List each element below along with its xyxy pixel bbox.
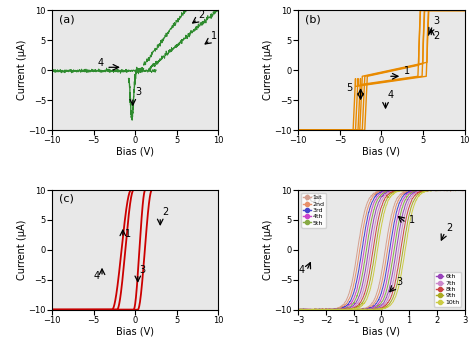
X-axis label: Bias (V): Bias (V) [116, 147, 154, 157]
Text: 2: 2 [162, 207, 168, 217]
Text: 3: 3 [139, 264, 146, 275]
Legend: 6th, 7th, 8th, 9th, 10th: 6th, 7th, 8th, 9th, 10th [434, 272, 461, 307]
Text: (d): (d) [305, 193, 321, 204]
Text: 1: 1 [211, 31, 217, 41]
Y-axis label: Current (μA): Current (μA) [263, 220, 273, 280]
Text: (b): (b) [305, 14, 320, 24]
Text: (a): (a) [59, 14, 74, 24]
X-axis label: Bias (V): Bias (V) [363, 147, 401, 157]
Text: 3: 3 [434, 16, 440, 26]
Text: 1: 1 [409, 215, 415, 225]
Text: 2: 2 [199, 10, 205, 19]
Text: 4: 4 [98, 57, 104, 68]
Y-axis label: Current (μA): Current (μA) [17, 220, 27, 280]
Text: 2: 2 [447, 223, 453, 233]
Text: 3: 3 [397, 277, 403, 287]
Y-axis label: Current (μA): Current (μA) [263, 40, 273, 101]
Text: 2: 2 [433, 31, 439, 41]
Y-axis label: Current (μA): Current (μA) [17, 40, 27, 101]
X-axis label: Bias (V): Bias (V) [363, 326, 401, 337]
Text: 5: 5 [346, 83, 353, 93]
Text: 1: 1 [125, 229, 131, 239]
Text: 3: 3 [135, 87, 141, 97]
Text: 4: 4 [298, 264, 304, 275]
Text: 1: 1 [404, 66, 410, 77]
X-axis label: Bias (V): Bias (V) [116, 326, 154, 337]
Text: 4: 4 [387, 90, 393, 101]
Text: 4: 4 [94, 271, 100, 280]
Text: (c): (c) [59, 193, 73, 204]
